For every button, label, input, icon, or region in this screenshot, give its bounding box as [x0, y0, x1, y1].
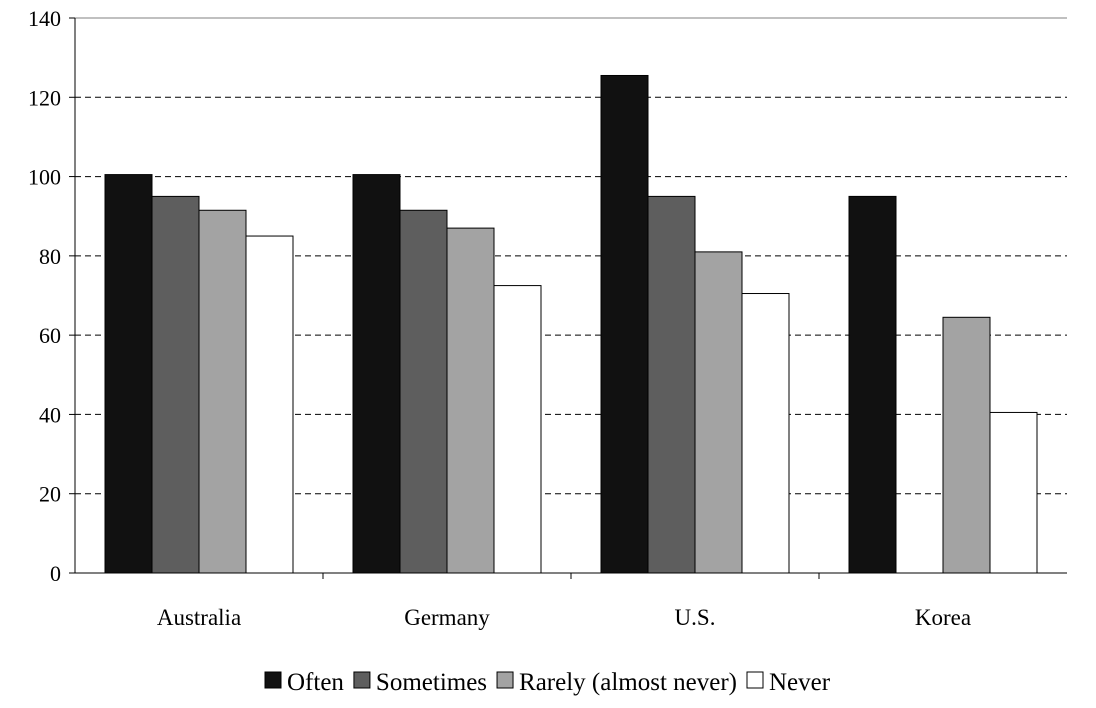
category-label: Australia — [157, 605, 241, 630]
bar-rarely-almost-never-korea — [943, 317, 990, 573]
y-tick-label: 120 — [28, 85, 61, 110]
legend-label: Sometimes — [376, 669, 487, 696]
bar-rarely-almost-never-us — [695, 252, 742, 573]
legend-label: Rarely (almost never) — [519, 669, 737, 696]
y-tick-label: 140 — [28, 6, 61, 31]
y-tick-label: 0 — [50, 561, 61, 586]
y-tick-label: 20 — [39, 482, 61, 507]
bar-sometimes-germany — [400, 210, 447, 573]
bar-sometimes-australia — [152, 196, 199, 573]
y-tick-label: 40 — [39, 402, 61, 427]
legend-label: Never — [769, 669, 831, 696]
bar-never-australia — [246, 236, 293, 573]
legend: Often Sometimes Rarely (almost never) Never — [265, 669, 831, 696]
category-label: U.S. — [675, 605, 716, 630]
legend-swatch — [354, 672, 370, 688]
bar-never-germany — [494, 286, 541, 573]
y-tick-label: 60 — [39, 323, 61, 348]
legend-swatch — [497, 672, 513, 688]
legend-item: Rarely (almost never) — [497, 669, 737, 696]
bar-often-korea — [849, 196, 896, 573]
legend-item: Often — [265, 669, 344, 696]
legend-swatch — [747, 672, 763, 688]
legend-swatch — [265, 672, 281, 688]
category-labels: Australia Germany U.S. Korea — [157, 605, 971, 630]
legend-item: Sometimes — [354, 669, 487, 696]
bar-often-germany — [353, 175, 400, 573]
bar-never-us — [742, 294, 789, 573]
bar-rarely-almost-never-australia — [199, 210, 246, 573]
bar-rarely-almost-never-germany — [447, 228, 494, 573]
bar-sometimes-us — [648, 196, 695, 573]
legend-item: Never — [747, 669, 831, 696]
category-label: Korea — [915, 605, 971, 630]
category-label: Germany — [404, 605, 490, 630]
bars — [105, 75, 1037, 573]
bar-often-us — [601, 75, 648, 573]
y-tick-labels: 0 20 40 60 80 100 120 140 — [28, 6, 61, 586]
y-tick-label: 100 — [28, 165, 61, 190]
bar-never-korea — [990, 412, 1037, 573]
bar-often-australia — [105, 175, 152, 573]
y-tick-label: 80 — [39, 244, 61, 269]
legend-label: Often — [287, 669, 344, 696]
